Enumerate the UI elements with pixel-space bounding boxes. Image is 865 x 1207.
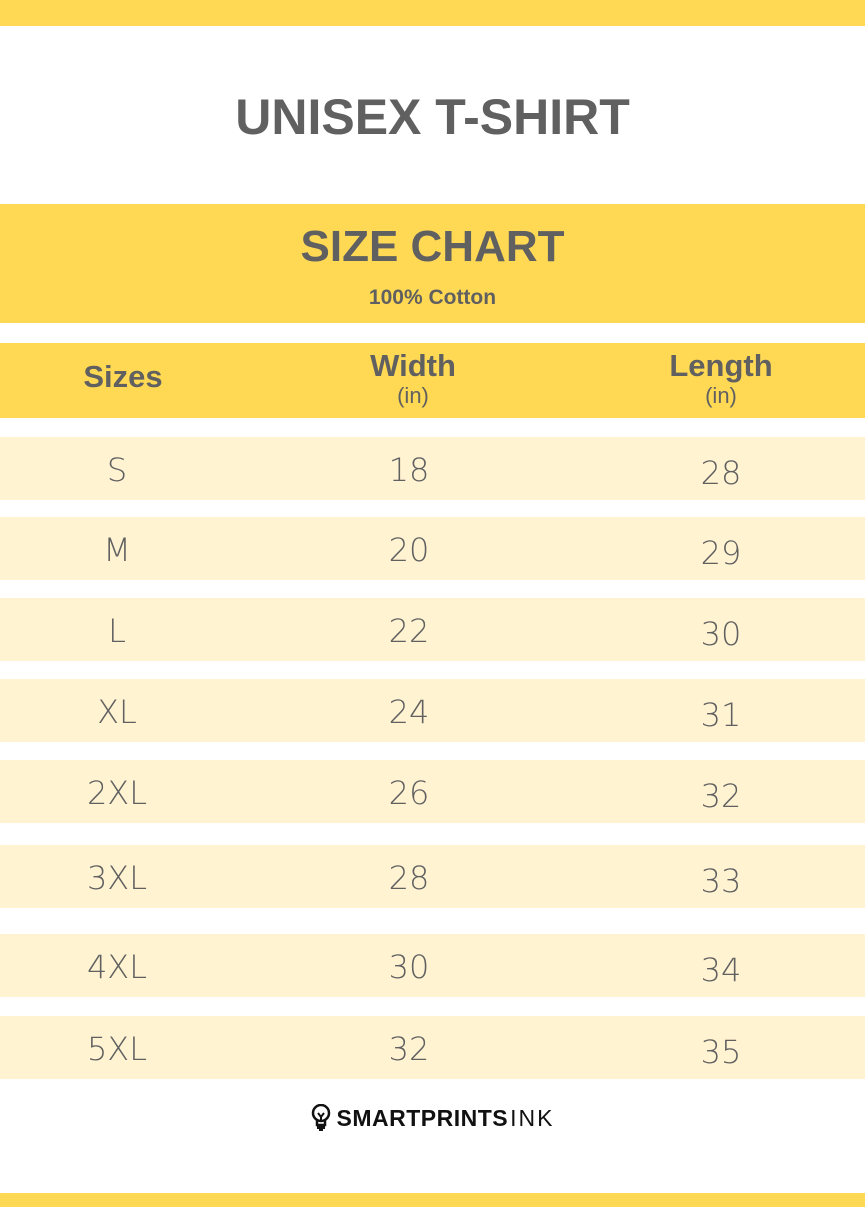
cell-size: 3XL xyxy=(86,859,148,897)
cell-size: XL xyxy=(97,693,137,731)
cell-length: 31 xyxy=(700,696,742,734)
cell-size: M xyxy=(103,531,131,569)
banner-subheading: 100% Cotton xyxy=(368,286,497,309)
cell-size: 5XL xyxy=(86,1030,148,1068)
cell-length: 28 xyxy=(700,454,742,492)
logo-text-bold: SMARTPRINTS xyxy=(336,1104,509,1131)
header-length: Length (in) xyxy=(601,348,841,408)
cell-width: 28 xyxy=(388,859,430,897)
cell-size: 2XL xyxy=(86,774,148,812)
page-title: UNISEX T-SHIRT xyxy=(235,89,630,145)
table-row: 5XL 32 35 xyxy=(0,1016,865,1079)
cell-length: 32 xyxy=(700,777,742,815)
length-unit: (in) xyxy=(705,383,737,408)
cell-width: 24 xyxy=(388,693,430,731)
cell-width: 30 xyxy=(388,948,430,986)
cell-length: 29 xyxy=(700,534,742,572)
cell-length: 34 xyxy=(700,951,742,989)
cell-size: 4XL xyxy=(86,948,148,986)
header-sizes: Sizes xyxy=(83,359,163,394)
table-row: S 18 28 xyxy=(0,437,865,500)
table-row: 4XL 30 34 xyxy=(0,934,865,997)
cell-width: 20 xyxy=(388,531,430,569)
table-header: Sizes Width (in) Length (in) xyxy=(0,343,865,418)
table-row: M 20 29 xyxy=(0,517,865,580)
table-row: 2XL 26 32 xyxy=(0,760,865,823)
width-unit: (in) xyxy=(397,383,429,408)
top-bar xyxy=(0,0,865,26)
cell-length: 33 xyxy=(700,862,742,900)
size-chart-banner xyxy=(0,204,865,323)
brand-logo: SMARTPRINTS INK xyxy=(0,1104,865,1132)
cell-width: 26 xyxy=(388,774,430,812)
cell-size: S xyxy=(106,451,128,489)
lightbulb-icon xyxy=(311,1104,330,1131)
cell-width: 32 xyxy=(388,1030,430,1068)
bottom-bar xyxy=(0,1193,865,1207)
table-row: 3XL 28 33 xyxy=(0,845,865,908)
cell-size: L xyxy=(108,612,126,650)
table-row: L 22 30 xyxy=(0,598,865,661)
cell-length: 30 xyxy=(700,615,742,653)
banner-heading: SIZE CHART xyxy=(300,222,565,271)
logo-text-light: INK xyxy=(510,1104,555,1131)
cell-width: 18 xyxy=(388,451,430,489)
table-row: XL 24 31 xyxy=(0,679,865,742)
header-width: Width (in) xyxy=(293,348,533,408)
cell-width: 22 xyxy=(388,612,430,650)
cell-length: 35 xyxy=(700,1033,742,1071)
